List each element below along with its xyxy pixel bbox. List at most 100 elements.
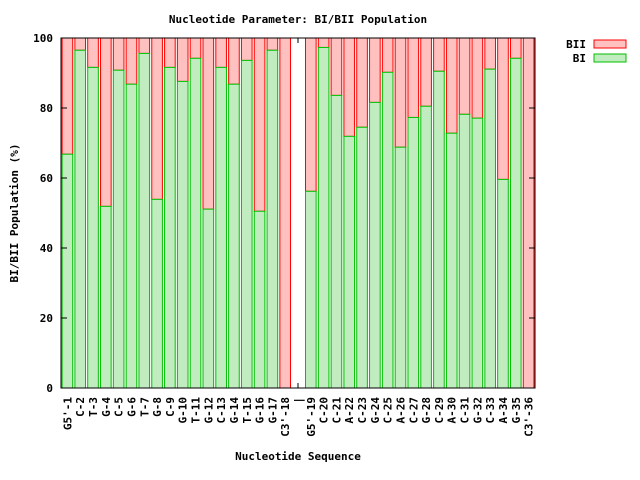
- bar-bii-G-4: [100, 37, 112, 207]
- x-tick-label: G-10: [177, 397, 190, 424]
- x-tick-label: G-8: [151, 397, 164, 417]
- bar-bii-C-31: [458, 37, 471, 115]
- bar-bi-C-29: [433, 70, 445, 389]
- bar-bii-T-3: [87, 37, 99, 68]
- bar-bi-T-3: [87, 66, 99, 389]
- bar-bi-G-17: [266, 49, 279, 389]
- legend: BII BI: [566, 38, 627, 65]
- legend-swatch-bii: [593, 39, 627, 49]
- bar-bi-A-30: [445, 132, 458, 389]
- bar-bi-C-31: [458, 113, 471, 389]
- bar-bii-C-25: [381, 37, 394, 73]
- x-tick-label: C-31: [459, 397, 472, 424]
- x-tick-label: |: [292, 397, 305, 404]
- x-tick-label: C-25: [382, 397, 395, 424]
- bar-bii-C-21: [330, 37, 343, 96]
- bar-bi-A-22: [343, 135, 356, 389]
- bar-bii-T-15: [240, 37, 253, 61]
- bar-bi-G-8: [151, 198, 163, 389]
- bar-bi-G-12: [202, 208, 215, 389]
- bar-bii-A-30: [445, 37, 458, 134]
- bar-bii-G5'-1: [61, 37, 74, 155]
- bar-bi-G-35: [509, 57, 522, 389]
- bar-bii-C-33: [484, 37, 496, 70]
- x-tick-label: C-20: [318, 397, 331, 424]
- y-tick-label: 80: [40, 102, 53, 115]
- bar-bi-G-4: [100, 205, 112, 389]
- y-tick-label: 40: [40, 242, 53, 255]
- x-tick-label: G-14: [228, 397, 241, 424]
- x-tick-label: C-29: [433, 397, 446, 424]
- bar-bi-C-25: [381, 71, 394, 389]
- x-tick-label: T-11: [190, 397, 203, 424]
- bar-bi-G-32: [471, 117, 484, 389]
- bar-bii-C3'-36: [522, 37, 535, 389]
- bar-bi-C-9: [164, 66, 176, 389]
- bar-bii-C-13: [215, 37, 227, 68]
- x-axis-label: Nucleotide Sequence: [235, 450, 361, 463]
- x-ticks: G5'-1 C-2 T-3 G-4 C-5 G-6 T-7 G-8 C-9 G-10 T-11 G-1…: [61, 38, 536, 437]
- x-tick-label: G-32: [471, 397, 484, 424]
- x-tick-label: G5'-19: [305, 397, 318, 437]
- legend-label-bi: BI: [573, 52, 586, 65]
- bar-bii-C-23: [356, 37, 368, 128]
- x-tick-label: G-28: [420, 397, 433, 424]
- x-tick-label: C-13: [215, 397, 228, 424]
- bar-bi-A-34: [497, 178, 509, 389]
- x-tick-label: C-33: [484, 397, 497, 424]
- bar-bi-G-24: [369, 101, 381, 389]
- bar-bi-C-21: [330, 94, 343, 389]
- legend-swatch-bi: [593, 53, 627, 63]
- bar-bi-G-16: [253, 210, 266, 389]
- bar-bii-G-32: [471, 37, 484, 119]
- bar-bi-G5'-19: [304, 190, 317, 389]
- x-tick-label: A-22: [343, 397, 356, 424]
- bar-bii-A-22: [343, 37, 356, 137]
- bar-bii-C-27: [407, 37, 420, 118]
- bar-bi-C-5: [112, 69, 125, 389]
- bar-bii-G-8: [151, 37, 163, 200]
- bar-bii-G-28: [420, 37, 432, 107]
- x-tick-label: G-6: [125, 397, 138, 417]
- bar-bii-G-14: [228, 37, 240, 85]
- bar-bi-C-2: [74, 49, 87, 389]
- bar-bii-C-2: [74, 37, 87, 51]
- bar-bi-C-33: [484, 68, 496, 389]
- x-tick-label: C3'-36: [523, 397, 536, 437]
- x-tick-label: T-15: [241, 397, 254, 424]
- chart-title: Nucleotide Parameter: BI/BII Population: [169, 13, 427, 26]
- bar-bi-C-13: [215, 66, 227, 389]
- bar-bii-G-24: [369, 37, 381, 103]
- x-tick-label: C-21: [330, 397, 343, 424]
- x-tick-label: A-30: [446, 397, 459, 424]
- bar-bi-C-27: [407, 116, 420, 389]
- bar-bi-T-7: [138, 52, 151, 389]
- bar-bii-C-9: [164, 37, 176, 68]
- bar-bii-G-35: [509, 37, 522, 59]
- x-tick-label: C-27: [407, 397, 420, 424]
- bar-bii-G-12: [202, 37, 215, 210]
- x-tick-label: G5'-1: [61, 397, 74, 430]
- bar-bi-G-6: [125, 83, 138, 389]
- bar-bi-A-26: [394, 146, 407, 389]
- x-tick-label: G-35: [510, 397, 523, 424]
- x-tick-label: T-3: [87, 397, 100, 417]
- x-tick-label: C-23: [356, 397, 369, 424]
- bar-bii-G-6: [125, 37, 138, 85]
- bars-group: [61, 37, 535, 389]
- bar-bii-C-29: [433, 37, 445, 72]
- bar-bii-G-10: [176, 37, 189, 82]
- x-tick-label: G-17: [266, 397, 279, 424]
- y-ticks: 0 20 40 60 80 100: [33, 32, 535, 395]
- bar-bii-A-26: [394, 37, 407, 148]
- bar-bi-C-23: [356, 126, 368, 389]
- x-tick-label: C3'-18: [279, 397, 292, 437]
- x-tick-label: G-16: [254, 397, 267, 424]
- bar-bii-C-5: [112, 37, 125, 71]
- x-tick-label: C-2: [74, 397, 87, 417]
- x-tick-label: C-9: [164, 397, 177, 417]
- bar-bii-T-11: [189, 37, 202, 59]
- bar-bi-G5'-1: [61, 153, 74, 389]
- y-tick-label: 100: [33, 32, 53, 45]
